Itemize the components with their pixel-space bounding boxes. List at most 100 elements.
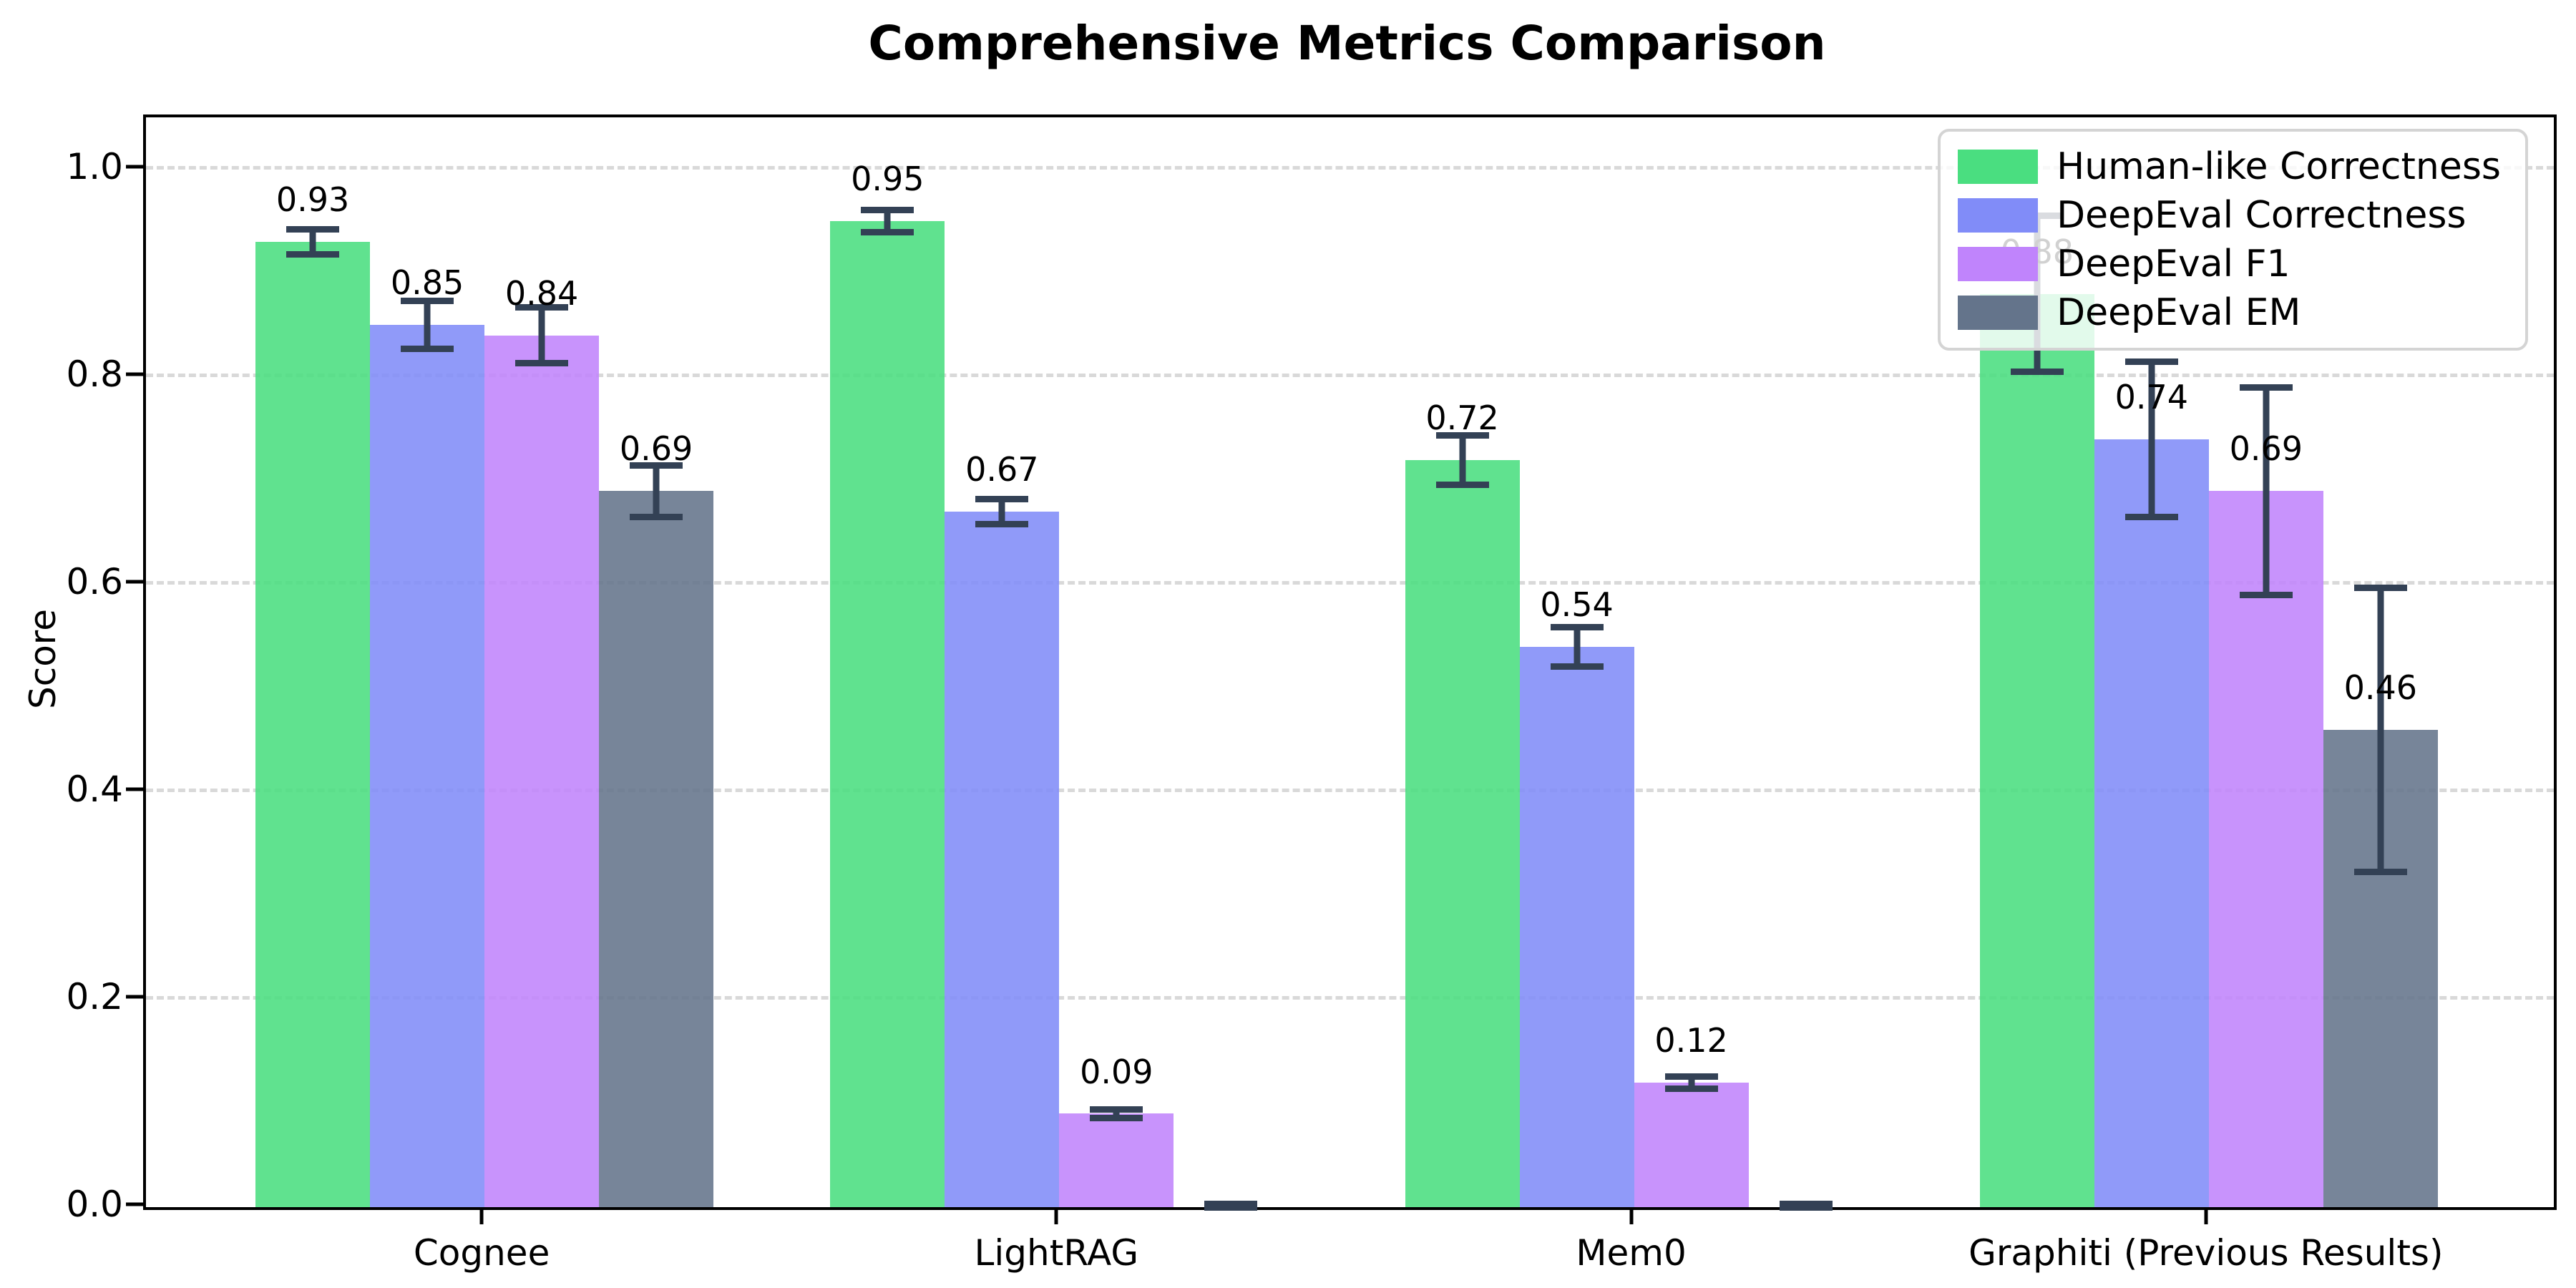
y-tick-label: 0.6 bbox=[66, 560, 123, 602]
y-axis-label: Score bbox=[22, 608, 64, 710]
error-bar-cap-bottom bbox=[286, 250, 340, 258]
x-tick-label: LightRAG bbox=[974, 1232, 1139, 1274]
bar-value-label: 0.46 bbox=[2343, 668, 2417, 707]
x-tick-mark bbox=[1629, 1207, 1634, 1224]
error-bar-stem bbox=[2263, 384, 2270, 598]
y-tick-mark bbox=[126, 165, 143, 169]
legend: Human-like Correctness DeepEval Correctne… bbox=[1938, 129, 2528, 351]
error-bar bbox=[484, 304, 599, 367]
legend-item-label: DeepEval EM bbox=[2057, 291, 2301, 334]
error-bar-cap-bottom bbox=[2353, 868, 2407, 875]
error-bar bbox=[2323, 584, 2438, 875]
error-bar-cap-bottom bbox=[975, 520, 1029, 527]
legend-item: DeepEval F1 bbox=[1958, 242, 2501, 286]
y-tick-label: 0.2 bbox=[66, 975, 123, 1018]
error-bar-stem bbox=[998, 496, 1005, 527]
legend-item-label: DeepEval Correctness bbox=[2057, 194, 2467, 237]
error-bar bbox=[945, 496, 1059, 527]
bar-value-label: 0.93 bbox=[275, 180, 350, 220]
error-bar bbox=[2209, 384, 2323, 598]
gridline bbox=[146, 373, 2554, 377]
bar-human-like-correctness bbox=[1979, 293, 2094, 1207]
bar-value-label: 0.69 bbox=[619, 429, 693, 469]
bar-value-label: 0.69 bbox=[2229, 429, 2303, 469]
legend-item-label: DeepEval F1 bbox=[2057, 243, 2290, 286]
error-bar-cap-bottom bbox=[1204, 1201, 1258, 1207]
error-bar-stem bbox=[2377, 584, 2384, 875]
bar-human-like-correctness bbox=[830, 221, 945, 1207]
bar-value-label: 0.12 bbox=[1654, 1021, 1728, 1060]
error-bar-stem bbox=[1688, 1073, 1695, 1092]
error-bar-cap-bottom bbox=[2010, 368, 2064, 375]
error-bar-cap-bottom bbox=[1550, 663, 1604, 670]
chart-title: Comprehensive Metrics Comparison bbox=[868, 16, 1826, 71]
bar-value-label: 0.09 bbox=[1080, 1052, 1153, 1091]
y-tick-label: 0.8 bbox=[66, 353, 123, 395]
legend-item: DeepEval EM bbox=[1958, 291, 2501, 335]
gridline bbox=[146, 580, 2554, 585]
error-bar-cap-bottom bbox=[1090, 1114, 1143, 1121]
error-bar-cap-bottom bbox=[2124, 513, 2178, 520]
error-bar-cap-bottom bbox=[1435, 481, 1489, 488]
error-bar-cap-top bbox=[515, 304, 569, 311]
error-bar-stem bbox=[309, 226, 316, 258]
gridline bbox=[146, 165, 2554, 170]
bar-deepeval-f1 bbox=[1059, 1113, 1174, 1207]
error-bar bbox=[255, 226, 370, 258]
error-bar bbox=[1059, 1106, 1174, 1121]
y-tick-mark bbox=[126, 372, 143, 376]
error-bar-cap-top bbox=[1090, 1106, 1143, 1113]
error-bar-cap-top bbox=[1550, 623, 1604, 630]
legend-swatch bbox=[1958, 150, 2039, 184]
error-bar-stem bbox=[2148, 358, 2155, 520]
gridline bbox=[146, 788, 2554, 792]
x-tick-label: Graphiti (Previous Results) bbox=[1968, 1232, 2444, 1274]
x-tick-label: Mem0 bbox=[1576, 1232, 1687, 1274]
error-bar-cap-top bbox=[1664, 1073, 1718, 1080]
y-tick-mark bbox=[126, 787, 143, 791]
bar-human-like-correctness bbox=[1405, 459, 1520, 1207]
error-bar-cap-top bbox=[975, 496, 1029, 503]
y-tick-mark bbox=[126, 1202, 143, 1206]
x-tick-mark bbox=[1054, 1207, 1058, 1224]
bar-value-label: 0.95 bbox=[851, 160, 924, 199]
bar-value-label: 0.54 bbox=[1540, 585, 1614, 624]
legend-swatch bbox=[1958, 247, 2039, 281]
error-bar-cap-top bbox=[630, 462, 683, 469]
error-bar-cap-top bbox=[2239, 384, 2293, 391]
bar-deepeval-em bbox=[599, 491, 714, 1207]
y-tick-label: 0.0 bbox=[66, 1184, 123, 1225]
bar-value-label: 0.85 bbox=[390, 263, 464, 303]
error-bar bbox=[1634, 1073, 1749, 1092]
error-bar bbox=[1174, 1201, 1288, 1211]
error-bar-cap-top bbox=[2353, 584, 2407, 591]
error-bar-stem bbox=[884, 206, 891, 236]
error-bar bbox=[2094, 358, 2209, 520]
x-tick-label: Cognee bbox=[413, 1232, 550, 1274]
bar-human-like-correctness bbox=[255, 242, 371, 1207]
error-bar-cap-top bbox=[1779, 1204, 1833, 1211]
legend-item: Human-like Correctness bbox=[1958, 145, 2501, 189]
error-bar-cap-bottom bbox=[1664, 1085, 1718, 1092]
bar-deepeval-correctness bbox=[945, 512, 1060, 1207]
error-bar-cap-top bbox=[401, 298, 454, 305]
error-bar-cap-top bbox=[861, 206, 914, 213]
error-bar-stem bbox=[424, 298, 431, 352]
bar-value-label: 0.84 bbox=[504, 273, 579, 313]
gridline bbox=[146, 995, 2554, 1000]
error-bar-stem bbox=[538, 304, 545, 367]
error-bar-stem bbox=[653, 462, 660, 520]
error-bar-stem bbox=[1574, 623, 1581, 670]
legend-swatch bbox=[1958, 296, 2039, 330]
error-bar bbox=[830, 206, 945, 236]
error-bar-stem bbox=[1459, 431, 1466, 488]
bar-deepeval-correctness bbox=[370, 325, 485, 1207]
bar-deepeval-correctness bbox=[2094, 439, 2209, 1207]
bar-value-label: 0.67 bbox=[965, 450, 1039, 489]
error-bar-cap-top bbox=[286, 226, 340, 233]
bar-deepeval-f1 bbox=[484, 335, 600, 1207]
error-bar bbox=[599, 462, 713, 520]
legend-item-label: Human-like Correctness bbox=[2057, 145, 2501, 188]
error-bar-cap-top bbox=[1435, 431, 1489, 439]
